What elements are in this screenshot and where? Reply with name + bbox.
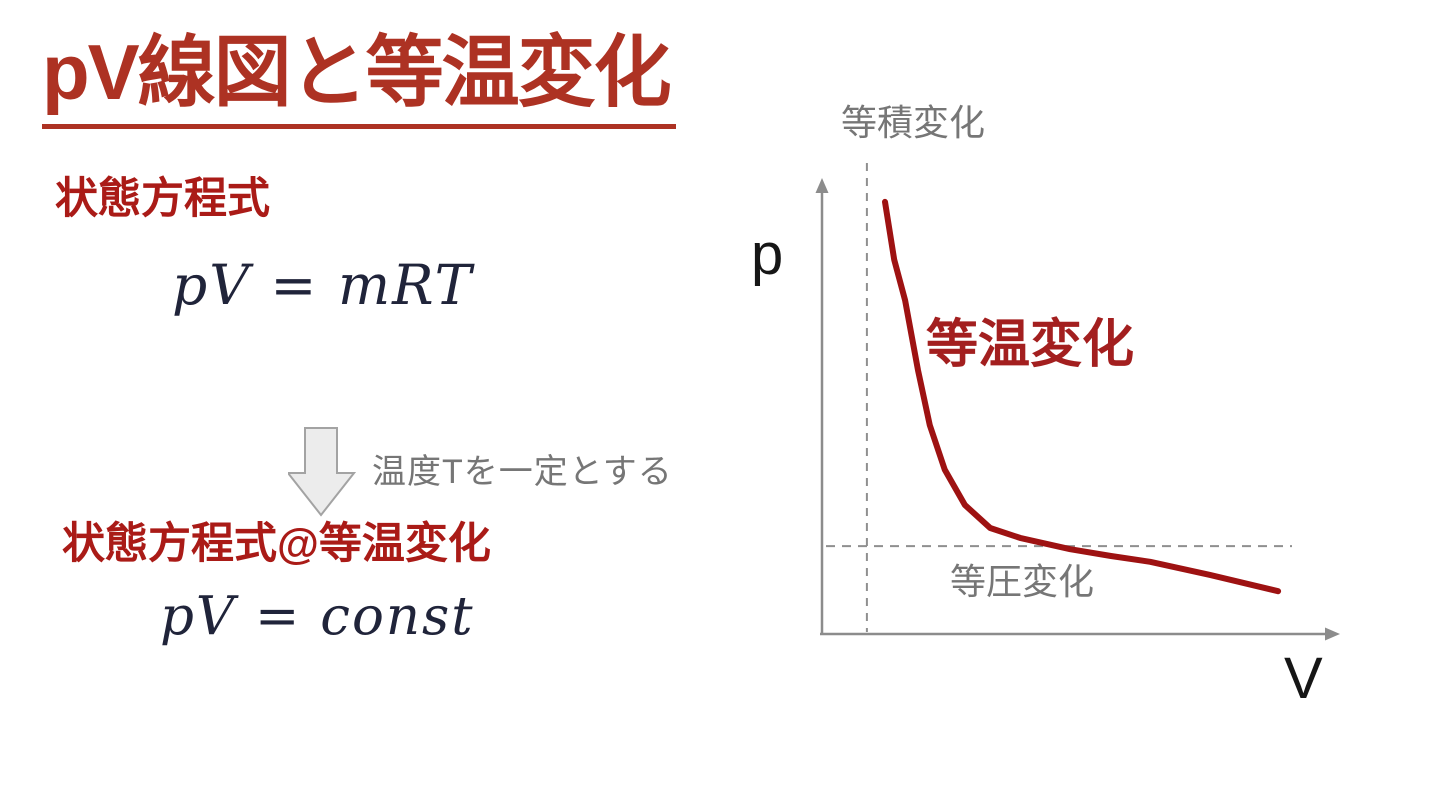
isotherm-label: 等温変化	[926, 316, 1135, 374]
isobaric-label: 等圧変化	[950, 561, 1095, 602]
isochoric-label: 等積変化	[841, 102, 986, 143]
p-axis-label: p	[751, 222, 784, 287]
v-axis-label: V	[1284, 646, 1323, 711]
page-title: pV線図と等温変化	[42, 26, 676, 130]
transition-note: 温度Tを一定とする	[372, 453, 673, 491]
isothermal-equation-heading: 状態方程式@等温変化	[62, 520, 491, 568]
isothermal-equation-formula: pV = const	[160, 586, 475, 647]
v-axis-arrowhead-icon	[1325, 627, 1340, 641]
down-arrow-icon	[288, 427, 356, 517]
equation-of-state-heading: 状態方程式	[55, 175, 270, 223]
p-axis-arrowhead-icon	[815, 178, 829, 193]
isotherm-curve	[882, 198, 1282, 595]
equation-of-state-formula: pV = mRT	[172, 253, 474, 317]
